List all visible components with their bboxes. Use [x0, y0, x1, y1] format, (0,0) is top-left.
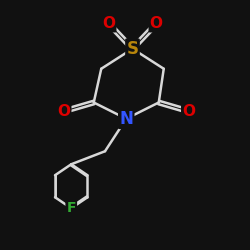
Text: N: N [119, 110, 133, 128]
Text: O: O [57, 104, 70, 119]
Text: F: F [66, 201, 76, 215]
Text: O: O [150, 16, 163, 31]
Text: O: O [102, 16, 115, 31]
Text: O: O [182, 104, 195, 119]
Text: S: S [126, 40, 138, 58]
